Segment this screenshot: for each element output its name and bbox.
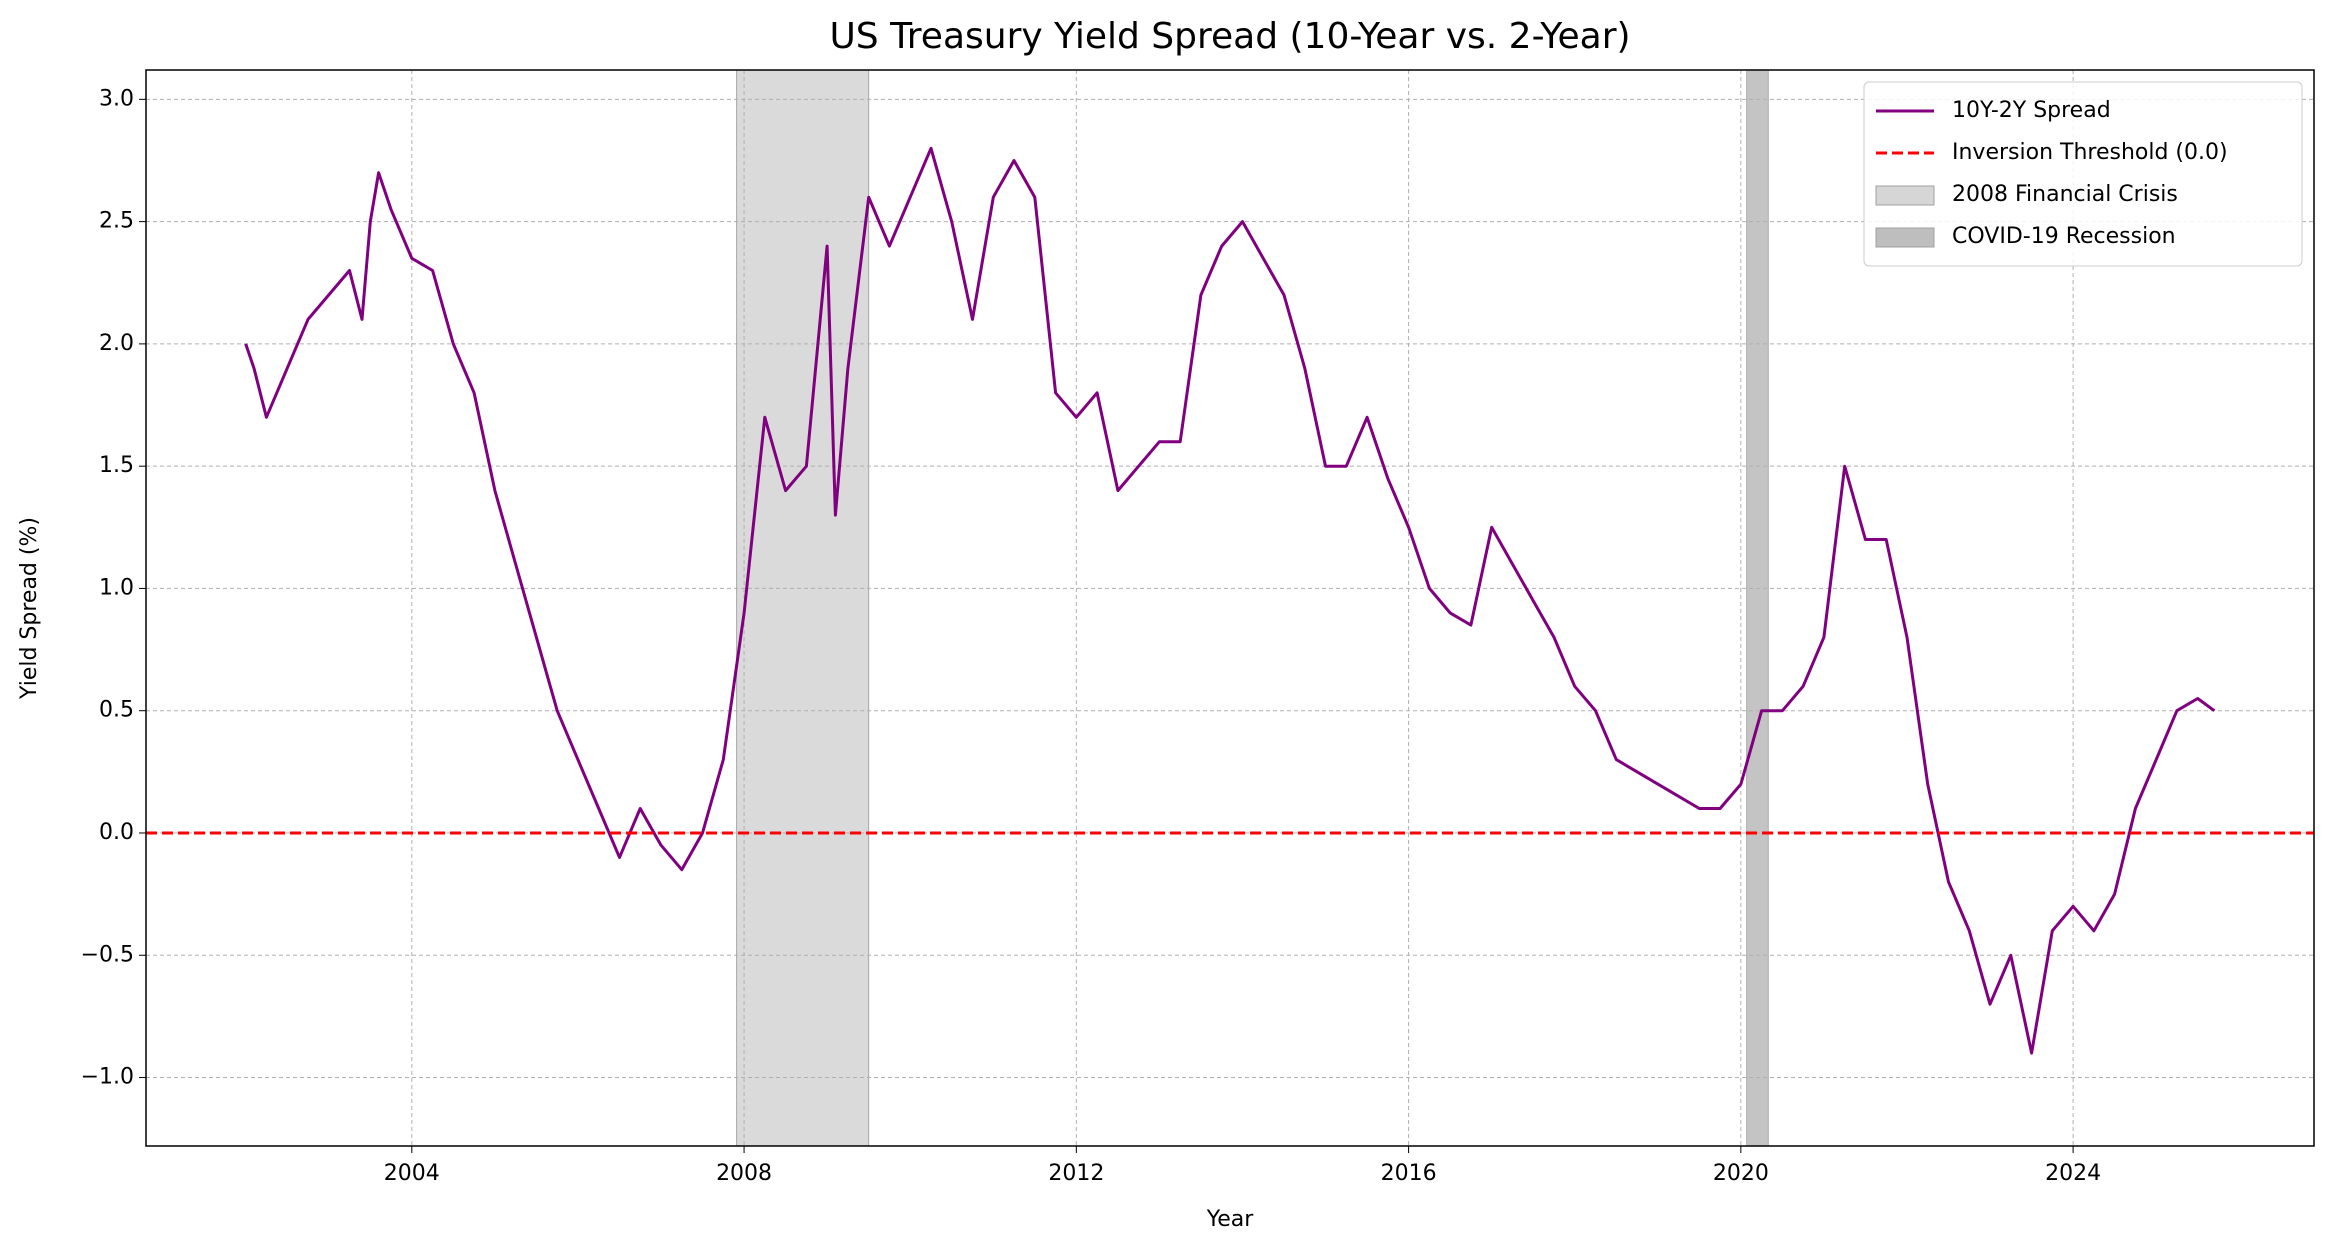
y-tick-label: 0.5 — [99, 698, 134, 723]
y-tick-label: 1.5 — [99, 453, 134, 478]
x-tick-label: 2004 — [384, 1161, 440, 1186]
y-axis-label: Yield Spread (%) — [17, 517, 42, 700]
legend-swatch — [1875, 227, 1935, 248]
y-tick-label: 2.0 — [99, 331, 134, 356]
legend-label: Inversion Threshold (0.0) — [1952, 140, 2228, 165]
x-axis-label: Year — [1206, 1207, 1255, 1232]
x-tick-label: 2020 — [1713, 1161, 1769, 1186]
x-tick-label: 2024 — [2045, 1161, 2101, 1186]
plot-frame — [145, 69, 2315, 1147]
shaded-span — [1746, 69, 1769, 1147]
legend-label: 10Y-2Y Spread — [1952, 98, 2111, 123]
series-line — [244, 146, 2216, 1055]
shaded-span — [736, 69, 870, 1147]
legend-swatch — [1875, 185, 1935, 206]
y-tick-label: 3.0 — [99, 86, 134, 111]
legend-label: 2008 Financial Crisis — [1952, 182, 2178, 207]
y-tick-label: 1.0 — [99, 575, 134, 600]
legend-box — [1863, 81, 2303, 267]
x-tick-label: 2016 — [1381, 1161, 1437, 1186]
y-tick-label: 0.0 — [99, 820, 134, 845]
x-tick-label: 2012 — [1048, 1161, 1104, 1186]
x-tick-label: 2008 — [716, 1161, 772, 1186]
y-tick-label: −1.0 — [81, 1065, 134, 1090]
chart-title: US Treasury Yield Spread (10-Year vs. 2-… — [829, 16, 1630, 57]
y-tick-label: 2.5 — [99, 209, 134, 234]
y-tick-label: −0.5 — [81, 942, 134, 967]
legend-label: COVID-19 Recession — [1952, 224, 2176, 249]
